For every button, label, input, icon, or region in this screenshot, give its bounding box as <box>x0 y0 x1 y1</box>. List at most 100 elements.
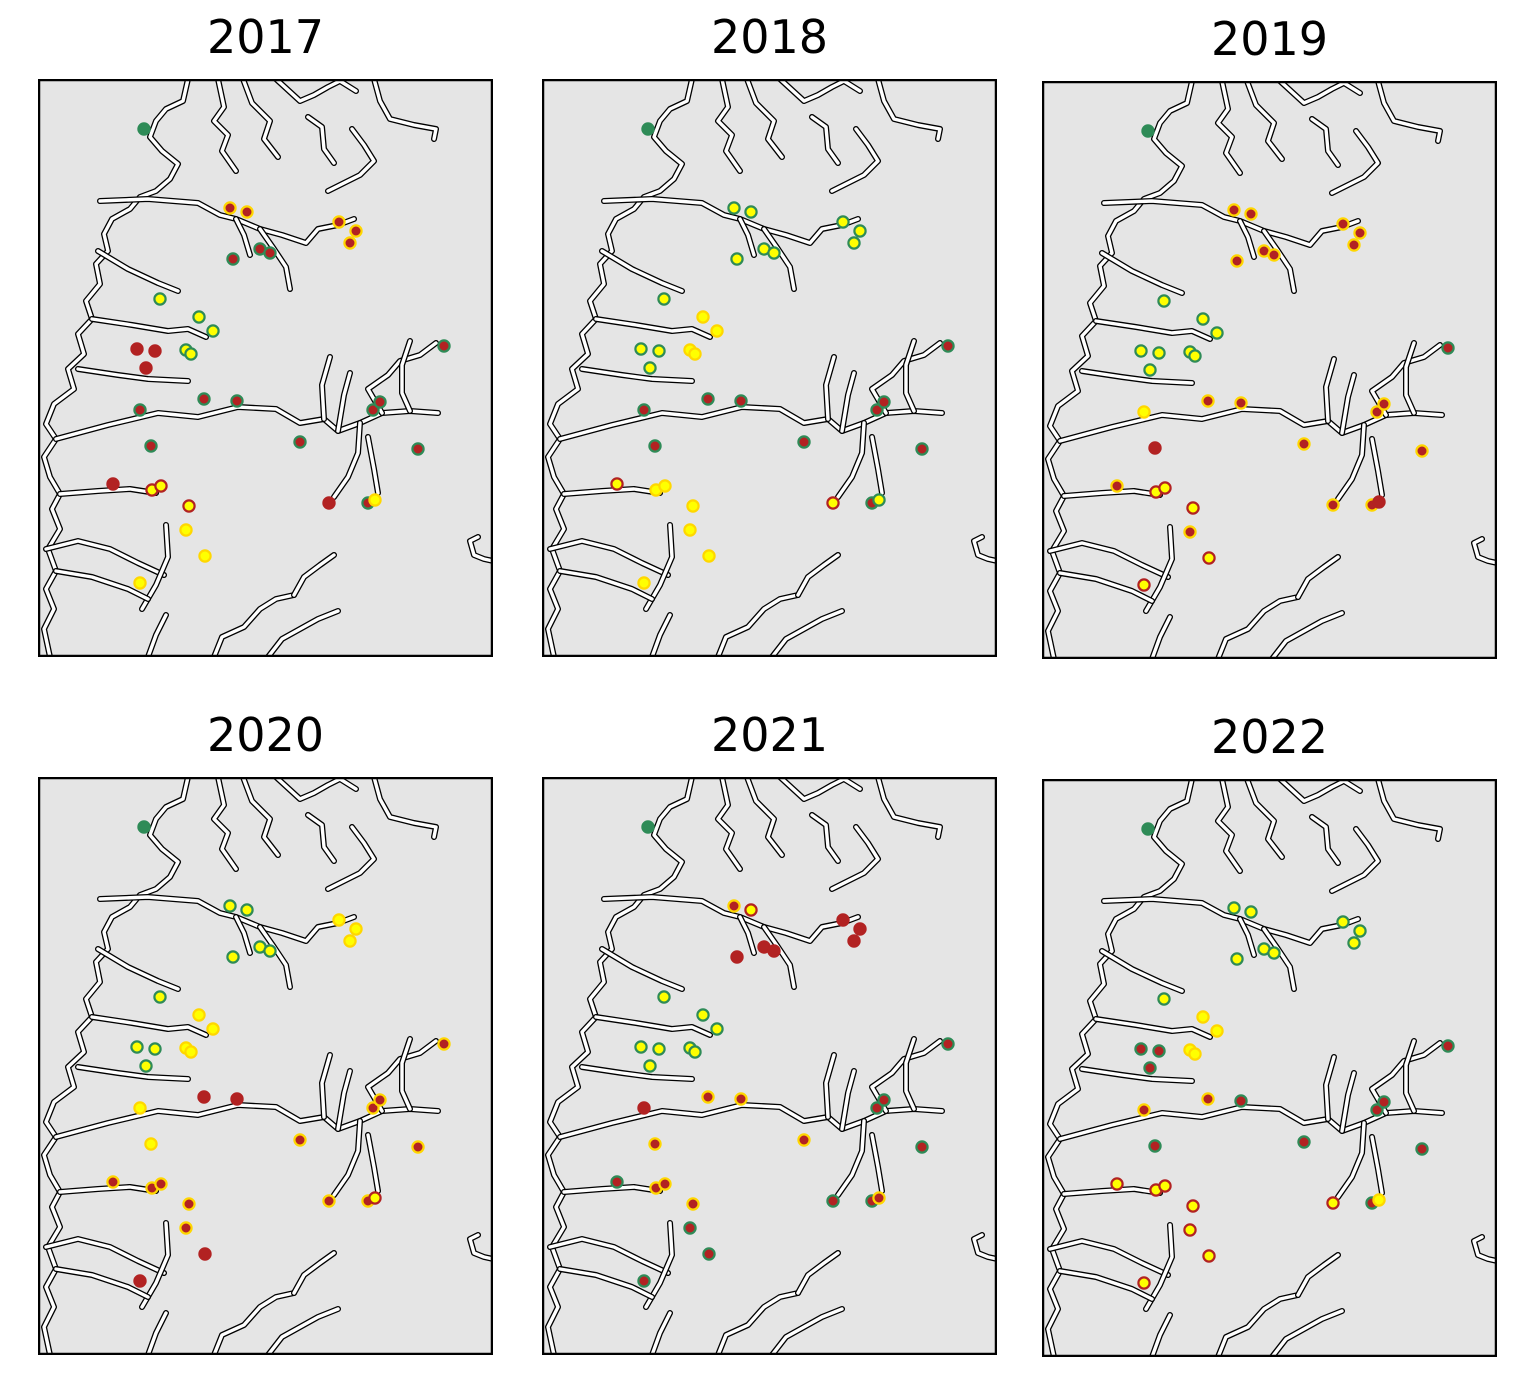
fjord-water <box>876 79 942 141</box>
fjord-water <box>258 227 292 291</box>
site-marker <box>1137 405 1151 419</box>
site-marker <box>184 1045 198 1059</box>
site-marker <box>240 205 254 219</box>
fjord-water <box>468 535 493 563</box>
site-marker <box>1415 1142 1429 1156</box>
fjord-water <box>600 249 684 293</box>
site-marker <box>1141 822 1155 836</box>
fjord-water <box>212 1291 296 1355</box>
site-marker <box>153 292 167 306</box>
site-marker <box>332 215 346 229</box>
fjord-water <box>234 217 252 257</box>
site-marker <box>179 523 193 537</box>
fjord-water <box>266 609 340 657</box>
site-marker <box>1183 1223 1197 1237</box>
fjord-water <box>600 947 684 991</box>
site-marker <box>1210 326 1224 340</box>
site-marker <box>133 1274 147 1288</box>
fjord-water <box>1404 1039 1416 1113</box>
fjord-water <box>1310 815 1340 865</box>
site-marker <box>696 1008 710 1022</box>
site-marker <box>322 496 336 510</box>
fjord-water <box>810 115 840 165</box>
fjord-water <box>770 1307 844 1355</box>
map-frame <box>542 79 997 657</box>
site-marker <box>137 820 151 834</box>
site-marker <box>797 1133 811 1147</box>
fjord-water <box>146 613 168 657</box>
site-marker <box>1372 1193 1386 1207</box>
map-frame <box>38 79 493 657</box>
site-marker <box>1152 346 1166 360</box>
site-marker <box>153 990 167 1004</box>
site-marker <box>610 1175 624 1189</box>
site-marker <box>206 324 220 338</box>
fjord-water <box>836 1119 866 1197</box>
site-marker <box>701 392 715 406</box>
site-marker <box>1230 952 1244 966</box>
fjord-water <box>42 79 190 657</box>
site-marker <box>373 1093 387 1107</box>
fjord-water <box>778 777 862 801</box>
fjord-water <box>546 777 694 1355</box>
fjord-water <box>594 1015 712 1037</box>
site-marker <box>643 1059 657 1073</box>
site-marker <box>182 499 196 513</box>
fjord-water <box>332 421 362 499</box>
fjord-water <box>76 1065 190 1081</box>
site-marker <box>877 395 891 409</box>
site-marker <box>1347 238 1361 252</box>
fjord-water <box>96 249 180 293</box>
site-marker <box>686 499 700 513</box>
land-background <box>38 777 493 1355</box>
fjord-water <box>650 613 672 657</box>
fjord-water <box>274 777 358 801</box>
site-marker <box>263 944 277 958</box>
site-marker <box>1234 1094 1248 1108</box>
site-marker <box>130 342 144 356</box>
site-marker <box>1201 394 1215 408</box>
panel-title: 2021 <box>710 708 829 762</box>
site-marker <box>1110 1177 1124 1191</box>
land-background <box>542 777 997 1355</box>
site-marker <box>727 201 741 215</box>
fjord-water <box>212 79 238 173</box>
site-marker <box>240 903 254 917</box>
site-marker <box>915 442 929 456</box>
site-marker <box>658 479 672 493</box>
fjord-water <box>1150 1313 1172 1357</box>
fjord-water <box>1270 611 1344 659</box>
coastline <box>1045 81 1497 659</box>
site-marker <box>1202 1249 1216 1263</box>
site-marker <box>744 205 758 219</box>
fjord-water <box>738 217 756 257</box>
site-marker <box>106 477 120 491</box>
fjord-water <box>326 825 376 891</box>
site-marker <box>184 347 198 361</box>
site-marker <box>1134 344 1148 358</box>
site-marker <box>1137 1103 1151 1117</box>
fjord-water <box>42 777 190 1355</box>
fjord-water <box>1216 779 1242 873</box>
site-marker <box>1230 254 1244 268</box>
fjord-water <box>1046 81 1194 659</box>
site-marker <box>1377 397 1391 411</box>
site-marker <box>648 439 662 453</box>
site-marker <box>148 1042 162 1056</box>
fjord-water <box>1270 1309 1344 1357</box>
site-marker <box>1183 525 1197 539</box>
fjord-water <box>1262 927 1296 991</box>
site-marker <box>1158 1179 1172 1193</box>
fjord-water <box>336 371 352 433</box>
fjord-water <box>54 569 150 601</box>
site-marker <box>368 493 382 507</box>
fjord-water <box>716 777 742 871</box>
fjord-water <box>972 535 997 563</box>
fjord-water <box>870 435 884 495</box>
site-marker <box>1326 1196 1340 1210</box>
site-marker <box>223 201 237 215</box>
site-marker <box>197 392 211 406</box>
site-marker <box>657 292 671 306</box>
site-marker <box>1196 312 1210 326</box>
fjord-water <box>1324 1055 1336 1121</box>
